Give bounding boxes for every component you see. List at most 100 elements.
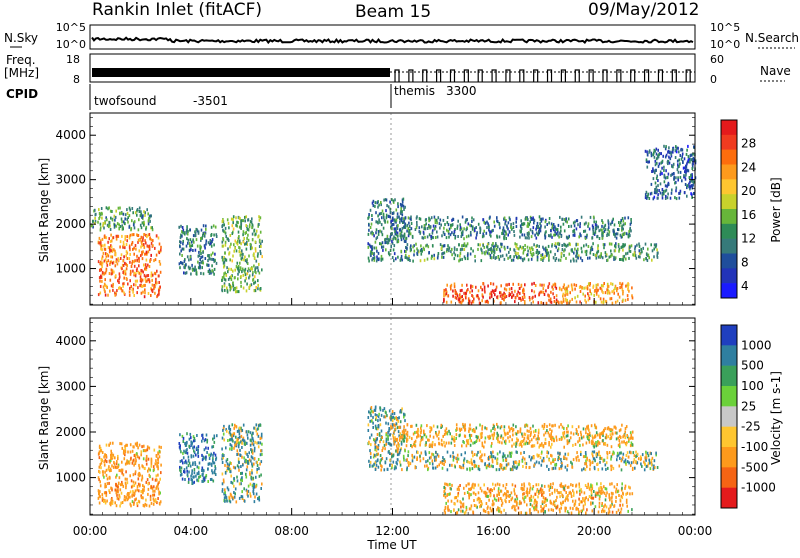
echo-cell [110, 501, 112, 505]
echo-cell [657, 184, 659, 188]
echo-cell [665, 169, 667, 173]
echo-cell [471, 285, 474, 289]
echo-cell [190, 248, 192, 252]
echo-cell [116, 485, 119, 489]
echo-cell [382, 226, 385, 230]
echo-cell [117, 454, 119, 458]
echo-cell [672, 147, 674, 151]
echo-cell [367, 245, 370, 249]
echo-cell [104, 258, 107, 262]
echo-cell [679, 175, 682, 179]
echo-cell [103, 463, 106, 467]
echo-cell [512, 433, 514, 437]
echo-cell [368, 410, 370, 414]
echo-cell [530, 218, 533, 221]
echo-cell [237, 239, 239, 243]
echo-cell [134, 453, 137, 457]
echo-cell [234, 287, 236, 291]
echo-cell [522, 222, 525, 226]
echo-cell [376, 255, 378, 259]
echo-cell [403, 217, 406, 221]
echo-cell [589, 461, 592, 465]
echo-cell [213, 461, 216, 465]
echo-cell [607, 290, 610, 294]
echo-cell [198, 461, 201, 465]
echo-cell [255, 259, 258, 263]
echo-cell [443, 226, 445, 230]
echo-cell [200, 236, 202, 240]
echo-cell [92, 219, 94, 223]
echo-cell [512, 258, 515, 262]
echo-cell [412, 432, 415, 436]
echo-cell [536, 258, 539, 262]
echo-cell [482, 232, 484, 236]
echo-cell [124, 237, 126, 241]
echo-cell [666, 160, 669, 164]
echo-cell [628, 461, 630, 465]
echo-cell [399, 220, 401, 224]
echo-cell [104, 501, 107, 505]
echo-cell [527, 434, 529, 438]
echo-cell [232, 269, 234, 273]
echo-cell [485, 250, 487, 254]
echo-cell [611, 452, 614, 456]
echo-cell [98, 208, 100, 212]
echo-cell [528, 232, 530, 236]
echo-cell [463, 237, 465, 241]
echo-cell [496, 235, 499, 239]
echo-cell [686, 186, 688, 190]
echo-cell [577, 242, 579, 246]
echo-cell [108, 489, 110, 493]
echo-cell [257, 445, 260, 449]
echo-cell [439, 460, 442, 464]
echo-cell [226, 218, 229, 222]
echo-cell [150, 241, 153, 245]
echo-cell [640, 462, 642, 466]
echo-cell [150, 274, 153, 278]
echo-cell [196, 434, 198, 437]
echo-cell [390, 232, 393, 236]
echo-cell [483, 220, 485, 224]
echo-cell [158, 260, 161, 263]
echo-cell [590, 292, 593, 296]
echo-cell [629, 222, 632, 226]
echo-cell [406, 243, 409, 247]
echo-cell [493, 431, 496, 435]
echo-cell [540, 257, 542, 261]
echo-cell [250, 475, 253, 479]
echo-cell [668, 161, 671, 165]
echo-cell [144, 275, 147, 279]
echo-cell [140, 453, 142, 457]
echo-cell [197, 451, 199, 455]
echo-cell [621, 217, 624, 220]
echo-cell [247, 484, 250, 488]
echo-cell [235, 216, 237, 220]
echo-cell [259, 423, 262, 427]
echo-cell [224, 471, 227, 475]
echo-cell [205, 474, 208, 477]
echo-cell [188, 241, 191, 245]
echo-cell [234, 276, 236, 280]
echo-cell [140, 235, 143, 239]
echo-cell [661, 166, 663, 170]
echo-cell [575, 254, 578, 258]
echo-cell [257, 434, 260, 438]
echo-cell [240, 275, 242, 278]
echo-cell [232, 439, 234, 443]
echo-cell [152, 244, 154, 248]
echo-cell [516, 243, 518, 247]
echo-cell [421, 436, 424, 440]
echo-cell [503, 428, 505, 432]
echo-cell [533, 444, 536, 448]
echo-cell [159, 491, 161, 495]
echo-cell [393, 467, 396, 471]
echo-cell [391, 410, 394, 413]
echo-cell [100, 244, 102, 248]
echo-cell [551, 442, 553, 446]
nave-mark [657, 69, 664, 82]
echo-cell [136, 291, 138, 295]
echo-cell [477, 289, 480, 293]
echo-cell [387, 422, 390, 426]
echo-cell [493, 247, 496, 251]
echo-cell [426, 243, 428, 247]
